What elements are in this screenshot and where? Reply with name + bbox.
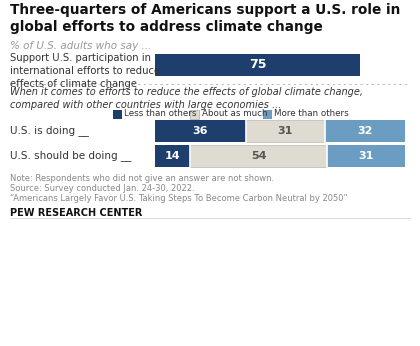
Bar (190, 109, 199, 118)
Text: 31: 31 (278, 126, 293, 136)
Bar (246, 120, 325, 142)
Text: When it comes to efforts to reduce the effects of global climate change,
compare: When it comes to efforts to reduce the e… (10, 87, 363, 110)
Text: 31: 31 (359, 151, 374, 161)
Text: 36: 36 (193, 126, 208, 136)
Text: 54: 54 (251, 151, 266, 161)
Bar (155, 120, 246, 142)
Bar (155, 54, 360, 76)
Text: PEW RESEARCH CENTER: PEW RESEARCH CENTER (10, 208, 142, 218)
Text: Less than others: Less than others (124, 109, 197, 118)
Text: 32: 32 (357, 126, 373, 136)
Text: Support U.S. participation in
international efforts to reduce
effects of climate: Support U.S. participation in internatio… (10, 53, 160, 89)
Text: More than others: More than others (275, 109, 349, 118)
Text: 75: 75 (249, 58, 266, 72)
Bar (190, 145, 327, 167)
Text: Note: Respondents who did not give an answer are not shown.: Note: Respondents who did not give an an… (10, 174, 274, 183)
Text: % of U.S. adults who say ...: % of U.S. adults who say ... (10, 41, 151, 51)
Bar (263, 109, 272, 118)
Text: Three-quarters of Americans support a U.S. role in
global efforts to address cli: Three-quarters of Americans support a U.… (10, 3, 400, 34)
Bar (113, 109, 122, 118)
Text: U.S. is doing __: U.S. is doing __ (10, 126, 89, 136)
Bar (155, 145, 190, 167)
Bar (327, 145, 405, 167)
Text: 14: 14 (165, 151, 181, 161)
Text: Source: Survey conducted Jan. 24-30, 2022.: Source: Survey conducted Jan. 24-30, 202… (10, 184, 194, 193)
Text: U.S. should be doing __: U.S. should be doing __ (10, 151, 131, 162)
Bar (325, 120, 405, 142)
Text: About as much: About as much (202, 109, 267, 118)
Text: “Americans Largely Favor U.S. Taking Steps To Become Carbon Neutral by 2050”: “Americans Largely Favor U.S. Taking Ste… (10, 194, 348, 203)
